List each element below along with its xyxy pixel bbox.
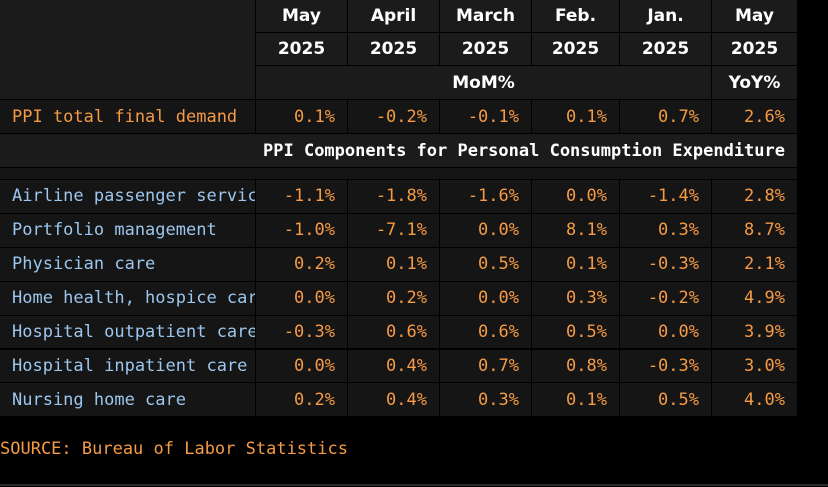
yoy-label: YoY%	[712, 66, 797, 99]
row-value: 4.0%	[712, 383, 797, 417]
row-label: Airline passenger services	[0, 180, 255, 213]
row-value: 0.5%	[440, 247, 531, 281]
row-value: 0.4%	[348, 383, 439, 417]
column-year: 2025	[440, 33, 531, 65]
row-value: 3.9%	[712, 315, 797, 349]
row-value: 0.2%	[256, 247, 347, 281]
headline-value: -0.1%	[440, 100, 531, 133]
column-month: March	[440, 0, 531, 32]
row-value: 0.0%	[256, 281, 347, 315]
row-value: 8.1%	[532, 213, 619, 247]
row-value: 0.7%	[440, 349, 531, 383]
column-year: 2025	[532, 33, 619, 65]
column-month: Feb.	[532, 0, 619, 32]
section-spacer	[0, 168, 797, 179]
row-value: 0.1%	[532, 383, 619, 417]
headline-value: 0.1%	[532, 100, 619, 133]
row-value: 0.1%	[348, 247, 439, 281]
row-value: -1.8%	[348, 180, 439, 213]
row-value: 4.9%	[712, 281, 797, 315]
column-month: April	[348, 0, 439, 32]
ppi-table: May 2025 April 2025 March 2025 Feb. 2025 Jan. 202…	[0, 0, 797, 417]
row-value: 0.4%	[348, 349, 439, 383]
row-value: 0.8%	[532, 349, 619, 383]
column-year: 2025	[348, 33, 439, 65]
row-value: 0.5%	[620, 383, 711, 417]
column-month: Jan.	[620, 0, 711, 32]
row-value: -0.3%	[620, 247, 711, 281]
row-value: 0.3%	[440, 383, 531, 417]
row-value: -1.0%	[256, 213, 347, 247]
row-value: 0.5%	[532, 315, 619, 349]
row-value: 0.3%	[620, 213, 711, 247]
column-month: May	[712, 0, 797, 32]
row-value: -1.1%	[256, 180, 347, 213]
row-value: 0.2%	[256, 383, 347, 417]
row-value: -7.1%	[348, 213, 439, 247]
column-year: 2025	[256, 33, 347, 65]
column-month: May	[256, 0, 347, 32]
row-value: 0.0%	[532, 180, 619, 213]
row-value: 2.1%	[712, 247, 797, 281]
column-year: 2025	[712, 33, 797, 65]
header-corner	[0, 0, 255, 99]
row-value: 0.0%	[620, 315, 711, 349]
headline-value: -0.2%	[348, 100, 439, 133]
row-value: -1.6%	[440, 180, 531, 213]
row-label: Hospital outpatient care	[0, 315, 255, 349]
row-value: 0.2%	[348, 281, 439, 315]
row-value: 8.7%	[712, 213, 797, 247]
row-label: Home health, hospice care	[0, 281, 255, 315]
row-value: 0.3%	[532, 281, 619, 315]
row-value: 0.6%	[440, 315, 531, 349]
row-label: Physician care	[0, 247, 255, 281]
row-value: 3.0%	[712, 349, 797, 383]
row-value: 0.0%	[440, 213, 531, 247]
row-label: Portfolio management	[0, 213, 255, 247]
section-title: PPI Components for Personal Consumption …	[0, 134, 797, 167]
row-label: Nursing home care	[0, 383, 255, 417]
row-label: Hospital inpatient care	[0, 349, 255, 383]
column-year: 2025	[620, 33, 711, 65]
bottom-divider	[0, 484, 828, 486]
row-value: -0.3%	[256, 315, 347, 349]
headline-label: PPI total final demand	[0, 100, 255, 133]
mom-label: MoM%	[256, 66, 711, 99]
row-value: 0.0%	[256, 349, 347, 383]
headline-value: 2.6%	[712, 100, 797, 133]
headline-value: 0.7%	[620, 100, 711, 133]
row-value: -0.3%	[620, 349, 711, 383]
row-value: 0.0%	[440, 281, 531, 315]
source-note: SOURCE: Bureau of Labor Statistics	[0, 439, 348, 459]
row-value: 0.6%	[348, 315, 439, 349]
row-value: 2.8%	[712, 180, 797, 213]
headline-value: 0.1%	[256, 100, 347, 133]
row-value: 0.1%	[532, 247, 619, 281]
row-value: -0.2%	[620, 281, 711, 315]
row-value: -1.4%	[620, 180, 711, 213]
